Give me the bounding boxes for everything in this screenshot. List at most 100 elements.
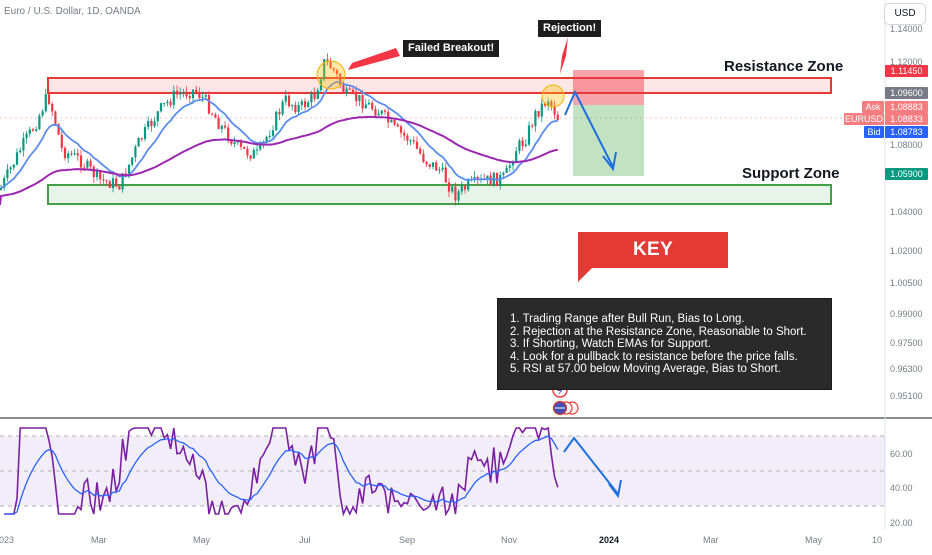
candle-body [105,180,108,182]
candle-body [223,125,227,128]
currency-button[interactable]: USD [884,3,926,25]
candle-body [92,166,95,178]
candle-body [396,124,399,127]
candle-body [102,179,105,181]
candle-body [201,96,204,98]
candle-body [6,169,9,179]
candle-body [83,167,86,169]
resistance-zone[interactable] [47,77,832,94]
candle-body [393,119,396,125]
candle-body [95,170,99,178]
price-tick: 1.12000 [890,57,923,67]
candle-body [307,102,310,108]
time-label: Mar [91,535,107,545]
candle-body [412,140,415,142]
take-profit-zone[interactable] [573,105,644,176]
candle-body [236,141,239,143]
rsi-tick: 20.00 [890,518,913,528]
candle-body [505,167,508,173]
bid-price-tag: 1.08783 [885,126,928,138]
price-tick: 1.04000 [890,207,923,217]
candle-body [179,93,182,95]
candle-body [54,111,57,124]
candle-body [73,153,76,155]
candle-body [332,68,335,71]
candle-body [131,157,134,165]
candle-body [550,101,553,106]
takeaway-item: 1. Trading Range after Bull Run, Bias to… [510,313,745,325]
candle-body [271,130,275,136]
price-tick: 0.99000 [890,309,923,319]
candle-body [140,138,143,140]
resistance-price-tag: 1.11450 [885,65,928,77]
rsi-forecast-arrowhead [608,479,622,499]
candle-body [556,114,559,121]
candle-body [63,147,67,159]
candle-body [518,140,521,152]
takeaways-box: 1. Trading Range after Bull Run, Bias to… [497,298,832,390]
price-tick: 0.97500 [890,338,923,348]
candle-body [233,142,236,144]
time-label: 2023 [0,535,15,545]
candle-body [67,153,70,159]
candle-body [537,110,540,117]
candle-body [9,167,12,170]
candle-body [502,172,505,175]
symbol-price-tag: 1.08833 [885,113,928,125]
candle-body [79,155,83,168]
candle-body [435,162,438,171]
candle-body [47,94,51,104]
candle-body [399,126,403,133]
candle-body [38,115,41,130]
candle-body [335,70,339,74]
time-label: Mar [703,535,719,545]
price-forecast-arrowhead [602,151,617,172]
candle-body [137,138,140,147]
candle-body [403,132,406,136]
candle-body [527,125,531,145]
candle-body [310,93,313,103]
candle-body [25,133,28,139]
stop-loss-zone[interactable] [573,70,644,105]
price-tick: 1.02000 [890,246,923,256]
candle-body [19,150,22,153]
candle-body [121,173,124,190]
time-label: Nov [501,535,518,545]
candle-body [326,59,329,61]
candle-body [156,111,159,122]
candle-body [41,111,44,116]
candle-body [313,93,316,99]
candle-body [31,129,35,131]
candle-body [444,167,447,183]
support-price-tag: 1.05900 [885,168,928,180]
candle-body [166,101,169,104]
time-label: May [805,535,823,545]
candle-body [108,181,111,188]
candle-body [531,125,534,127]
resistance-zone-label: Resistance Zone [724,58,844,75]
candle-body [89,160,92,167]
candle-body [415,141,419,149]
candle-body [534,110,537,127]
takeaway-item: 3. If Shorting, Watch EMAs for Support. [510,338,711,350]
candle-body [188,96,191,99]
candle-body [284,95,287,102]
candle-body [268,135,271,137]
candle-body [76,153,79,156]
candle-body [438,169,441,171]
price-forecast-arrow [564,89,614,168]
candle-body [454,186,457,201]
rsi-moving-average-line [4,435,559,515]
candle-body [227,127,230,141]
candle-body [511,161,515,166]
support-zone[interactable] [47,184,832,205]
candle-body [351,89,355,92]
candle-body [255,149,259,151]
takeaway-item: 4. Look for a pullback to resistance bef… [510,350,798,363]
candle-body [172,90,175,106]
time-label: May [193,535,211,545]
candle-body [214,114,217,118]
candle-body [86,160,89,168]
